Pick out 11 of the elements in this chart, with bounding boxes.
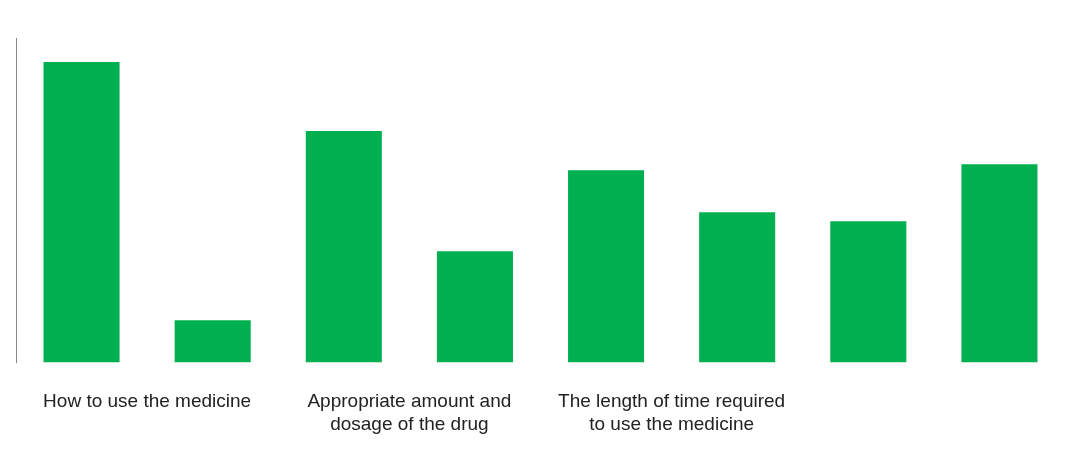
bar: [568, 170, 645, 363]
x-tick-label: How to use the medicine: [43, 390, 252, 412]
bar: [174, 320, 251, 363]
bar: [43, 62, 120, 363]
x-tick-label: The length of time required to use the medicine: [558, 390, 786, 434]
x-tick-label: Appropriate amount and dosage of the drug: [307, 390, 512, 434]
bar: [436, 251, 513, 363]
bar: [305, 131, 382, 363]
bar: [830, 221, 907, 363]
bar: [699, 212, 776, 363]
bar: [961, 164, 1038, 363]
